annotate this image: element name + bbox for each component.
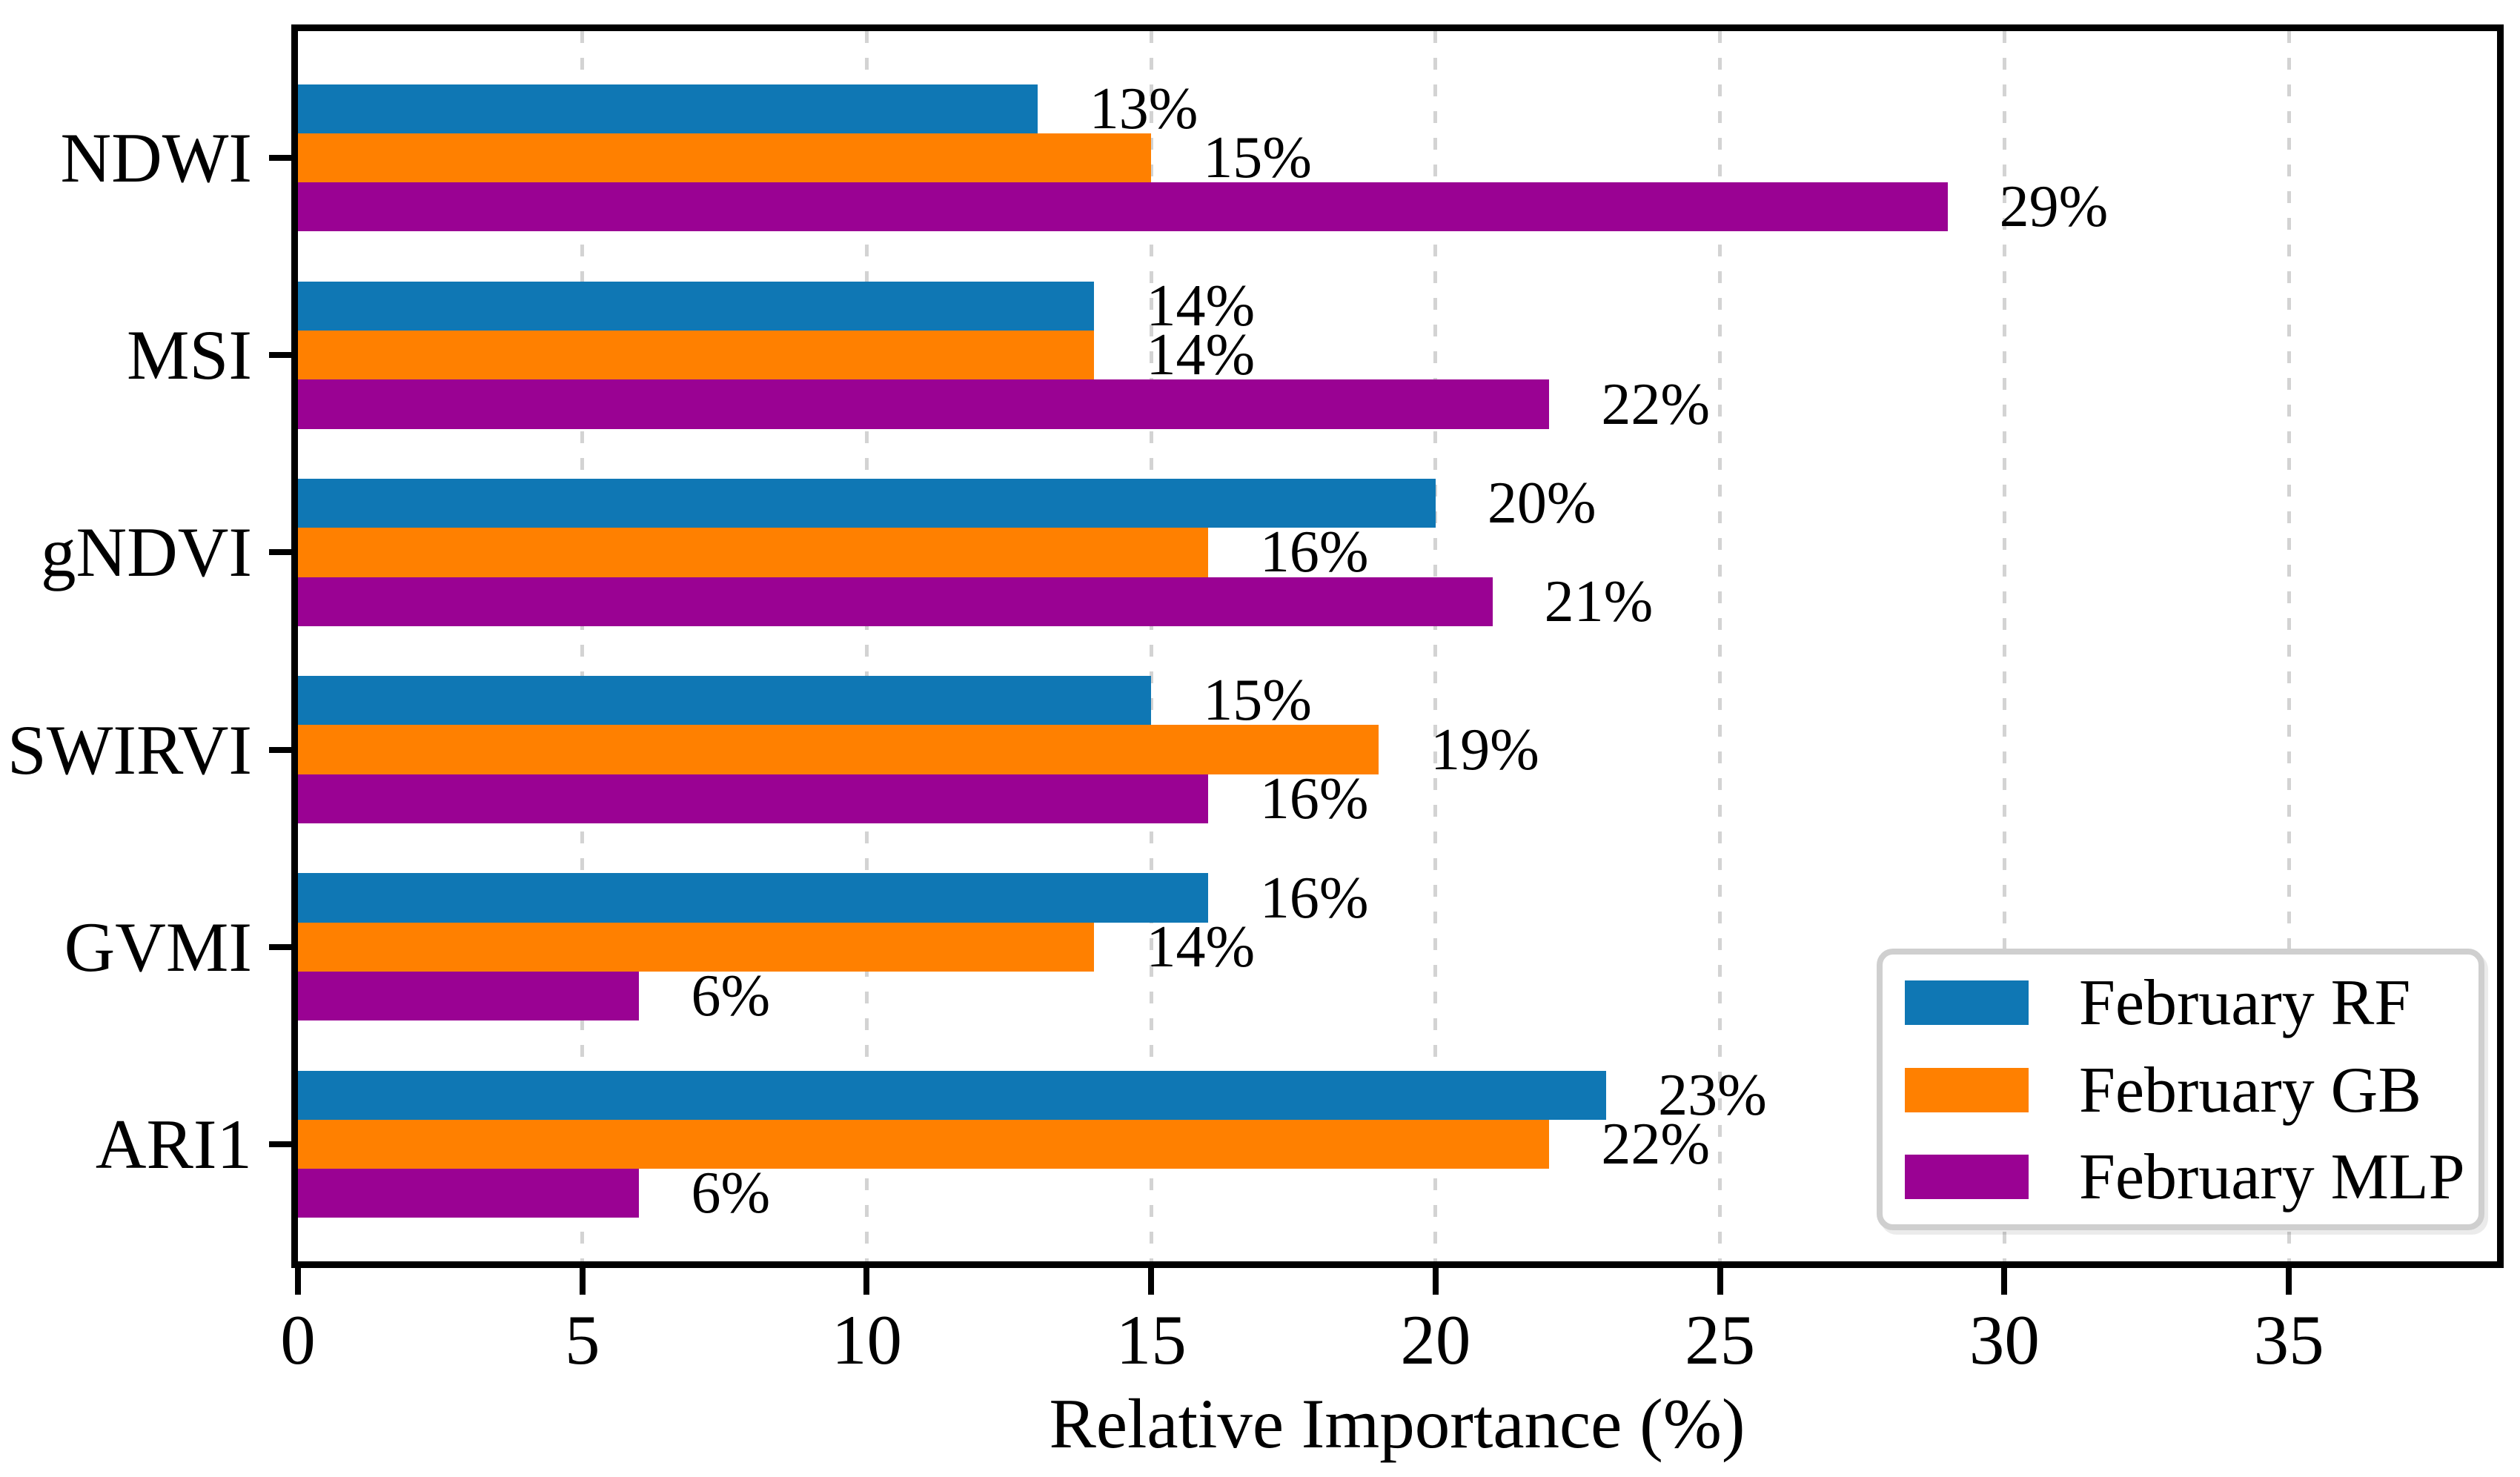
- bar-february-rf-ndwi: [298, 84, 1038, 133]
- x-tick-10: [863, 1268, 870, 1295]
- x-tick-label-30: 30: [1969, 1301, 2040, 1379]
- x-tick-label-15: 15: [1115, 1301, 1187, 1379]
- gridline-x-5: [580, 31, 585, 1261]
- gridline-x-10: [864, 31, 869, 1261]
- bar-february-mlp-msi: [298, 379, 1550, 429]
- y-tick-gvmi: [269, 943, 291, 950]
- x-tick-label-20: 20: [1400, 1301, 1471, 1379]
- bar-february-rf-gvmi: [298, 873, 1208, 923]
- bar-february-rf-ari1: [298, 1070, 1607, 1120]
- y-tick-gndvi: [269, 549, 291, 556]
- x-tick-0: [295, 1268, 301, 1295]
- category-label-gndvi: gNDVI: [41, 513, 252, 592]
- bar-february-gb-gndvi: [298, 528, 1208, 577]
- y-tick-msi: [269, 352, 291, 359]
- gridline-x-35: [2287, 31, 2291, 1261]
- x-tick-label-5: 5: [564, 1301, 600, 1379]
- y-tick-ari1: [269, 1141, 291, 1147]
- bar-value-label-february-mlp-msi: 22%: [1601, 371, 1711, 437]
- bar-february-mlp-swirvi: [298, 774, 1208, 824]
- category-label-swirvi: SWIRVI: [7, 710, 252, 789]
- bar-value-label-february-rf-ndwi: 13%: [1089, 76, 1198, 142]
- x-tick-5: [579, 1268, 586, 1295]
- bar-value-label-february-gb-swirvi: 19%: [1430, 717, 1539, 783]
- category-label-ari1: ARI1: [95, 1105, 252, 1184]
- bar-february-gb-gvmi: [298, 922, 1095, 972]
- legend-box: February RF February GB February MLP: [1877, 949, 2484, 1230]
- x-tick-label-10: 10: [831, 1301, 902, 1379]
- bar-february-mlp-ndwi: [298, 182, 1948, 232]
- legend-label-february-mlp: February MLP: [2079, 1141, 2465, 1213]
- bar-value-label-february-gb-gndvi: 16%: [1259, 520, 1369, 585]
- bar-february-gb-swirvi: [298, 725, 1379, 774]
- y-tick-swirvi: [269, 746, 291, 753]
- x-tick-label-0: 0: [280, 1301, 316, 1379]
- bar-february-rf-msi: [298, 281, 1095, 331]
- x-tick-25: [1717, 1268, 1723, 1295]
- legend-item-february-gb: February GB: [1883, 1056, 2478, 1124]
- x-tick-15: [1148, 1268, 1155, 1295]
- bar-value-label-february-rf-gvmi: 16%: [1259, 865, 1369, 931]
- bar-february-mlp-gndvi: [298, 577, 1493, 626]
- bar-february-mlp-gvmi: [298, 971, 640, 1021]
- x-tick-20: [1432, 1268, 1439, 1295]
- bar-february-gb-msi: [298, 331, 1095, 380]
- legend-label-february-gb: February GB: [2079, 1054, 2421, 1126]
- bar-value-label-february-mlp-swirvi: 16%: [1259, 766, 1369, 832]
- x-tick-label-35: 35: [2253, 1301, 2324, 1379]
- bar-february-rf-swirvi: [298, 676, 1152, 726]
- legend-swatch-february-rf: [1905, 980, 2029, 1025]
- legend-label-february-rf: February RF: [2079, 967, 2411, 1039]
- x-tick-30: [2001, 1268, 2008, 1295]
- legend-swatch-february-gb: [1905, 1067, 2029, 1112]
- bar-value-label-february-mlp-ndwi: 29%: [1999, 174, 2109, 240]
- legend-swatch-february-mlp: [1905, 1155, 2029, 1199]
- bar-february-mlp-ari1: [298, 1169, 640, 1218]
- bar-february-rf-gndvi: [298, 478, 1436, 528]
- bar-value-label-february-rf-gndvi: 20%: [1487, 471, 1596, 537]
- gridline-x-15: [1149, 31, 1153, 1261]
- x-tick-label-25: 25: [1685, 1301, 1756, 1379]
- bar-value-label-february-gb-msi: 14%: [1146, 322, 1256, 388]
- gridline-x-25: [1718, 31, 1722, 1261]
- category-label-msi: MSI: [127, 316, 252, 395]
- bar-february-gb-ndwi: [298, 133, 1152, 183]
- category-label-ndwi: NDWI: [60, 119, 252, 197]
- legend-item-february-mlp: February MLP: [1883, 1144, 2478, 1212]
- category-label-gvmi: GVMI: [64, 907, 252, 986]
- x-axis-title: Relative Importance (%): [1049, 1384, 1745, 1463]
- plot-area: [291, 24, 2504, 1268]
- bar-value-label-february-gb-gvmi: 14%: [1146, 914, 1256, 980]
- gridline-x-20: [1433, 31, 1438, 1261]
- bar-value-label-february-mlp-gvmi: 6%: [691, 963, 771, 1029]
- bar-value-label-february-gb-ndwi: 15%: [1203, 125, 1312, 190]
- gridline-x-30: [2002, 31, 2006, 1261]
- bar-value-label-february-mlp-ari1: 6%: [691, 1161, 771, 1227]
- bar-value-label-february-gb-ari1: 22%: [1601, 1112, 1711, 1177]
- x-tick-35: [2286, 1268, 2292, 1295]
- bar-value-label-february-rf-ari1: 23%: [1658, 1062, 1767, 1128]
- legend-item-february-rf: February RF: [1883, 969, 2478, 1038]
- y-tick-ndwi: [269, 155, 291, 161]
- bar-value-label-february-rf-swirvi: 15%: [1203, 668, 1312, 734]
- bar-february-gb-ari1: [298, 1119, 1550, 1169]
- bar-value-label-february-rf-msi: 14%: [1146, 273, 1256, 339]
- bar-value-label-february-mlp-gndvi: 21%: [1544, 568, 1654, 634]
